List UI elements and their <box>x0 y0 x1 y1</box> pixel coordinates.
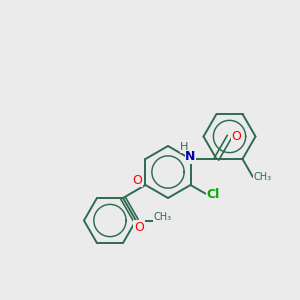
Text: N: N <box>185 151 196 164</box>
Text: CH₃: CH₃ <box>254 172 272 182</box>
Text: H: H <box>180 142 189 152</box>
Text: Cl: Cl <box>207 188 220 201</box>
Text: O: O <box>232 130 242 143</box>
Text: CH₃: CH₃ <box>153 212 171 221</box>
Text: O: O <box>134 221 144 234</box>
Text: O: O <box>133 173 142 187</box>
